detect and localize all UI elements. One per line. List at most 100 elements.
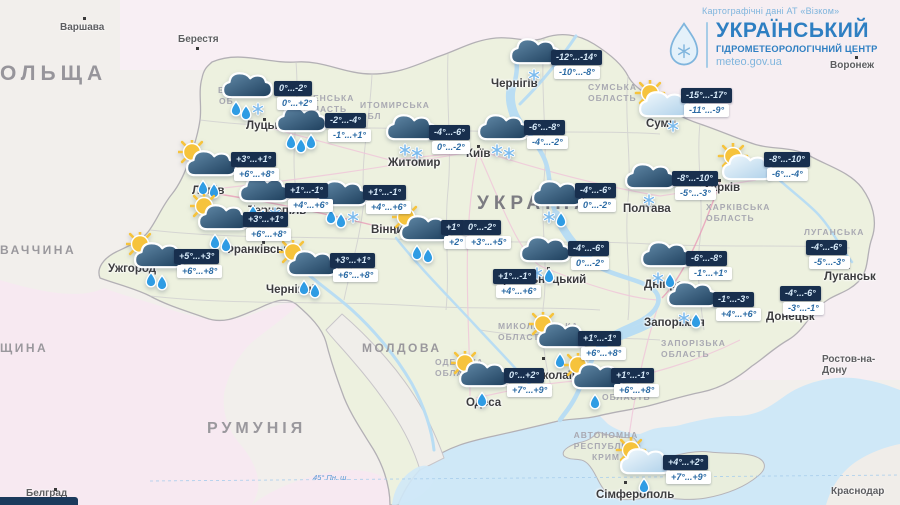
- city-marker-dot: [542, 357, 545, 360]
- temp-label-dnipro: -6°...-8° -1°...+1°: [686, 251, 732, 280]
- weather-icon-lviv-sunRain2: [178, 140, 240, 202]
- temp-label-vinnytsia-under: +1° +2°: [441, 220, 468, 249]
- temp-top: +1°...-1°: [493, 269, 536, 284]
- city-marker-dot: [477, 145, 480, 148]
- temp-bottom: -5°...-3°: [675, 187, 716, 200]
- temp-bottom: 0°...-2°: [571, 257, 609, 270]
- city-marker-dot: [394, 231, 397, 234]
- temp-bottom: +6°...+8°: [234, 168, 280, 181]
- temp-top: -1°...-3°: [713, 292, 754, 307]
- temp-bottom: -6°...-4°: [767, 168, 808, 181]
- temp-label-ivano-frankivsk: +3°...+1° +6°...+8°: [243, 212, 292, 241]
- temp-top: 0°...-2°: [463, 220, 501, 235]
- temp-label-ternopil: +1°...-1° +4°...+6°: [285, 183, 334, 212]
- temp-label-kharkiv: -8°...-10° -6°...-4°: [764, 152, 810, 181]
- weather-icon-simferopol-sunRainL: [611, 437, 673, 499]
- city-label: Варшава: [60, 22, 105, 33]
- temp-bottom: +7°...+9°: [507, 384, 553, 397]
- temp-label-kherson: +1°...-1° +6°...+8°: [611, 368, 660, 397]
- temp-bottom: +6°...+8°: [333, 269, 379, 282]
- temp-top: -4°...-6°: [575, 183, 616, 198]
- temp-top: -6°...-8°: [686, 251, 727, 266]
- temp-label-lviv: +3°...+1° +6°...+8°: [231, 152, 280, 181]
- city-name-ivano-frankivsk: Франківськ: [224, 244, 290, 256]
- latitude-45-line: [149, 474, 900, 482]
- temp-label-sumy: -15°...-17° -11°...-9°: [681, 88, 732, 117]
- temp-bottom: 0°...+2°: [277, 97, 317, 110]
- temp-top: +1°...-1°: [611, 368, 654, 383]
- country-label: РУМУНІЯ: [207, 420, 307, 437]
- temp-bottom: +6°...+8°: [246, 228, 292, 241]
- meteo-gov-ua-link[interactable]: meteo.gov.ua: [716, 56, 782, 68]
- temp-top: -6°...-8°: [524, 120, 565, 135]
- logo-subtitle: ГІДРОМЕТЕОРОЛОГІЧНИЙ ЦЕНТР: [716, 44, 878, 54]
- temp-top: -4°...-6°: [568, 241, 609, 256]
- temp-bottom: -4°...-2°: [527, 136, 568, 149]
- temp-bottom: +4°...+6°: [716, 308, 762, 321]
- temp-bottom: +6°...+8°: [581, 347, 627, 360]
- temp-label-luhansk: -4°...-6° -5°...-3°: [806, 240, 850, 269]
- region-label: ЛУГАНСЬКА: [804, 227, 865, 237]
- latitude-label: 45° Пн. ш.: [313, 473, 349, 482]
- city-marker-dot: [263, 118, 266, 121]
- temp-top: +4°...+2°: [663, 455, 709, 470]
- temp-top: +1°...-1°: [578, 331, 621, 346]
- region-label: ОБЛАСТЬ: [602, 392, 651, 402]
- temp-top: +5°...+3°: [174, 249, 220, 264]
- temp-bottom: +6°...+8°: [177, 265, 223, 278]
- ukraine-land: [98, 33, 876, 505]
- romania-hungary-area: [0, 280, 298, 505]
- temp-label-vinnytsia: 0°...-2° +3°...+5°: [463, 220, 512, 249]
- weather-icon-kharkiv-sunCloudL: [713, 143, 775, 205]
- temp-label-uzhhorod: +5°...+3° +6°...+8°: [174, 249, 223, 278]
- krasnodar-land: [826, 444, 900, 505]
- temp-bottom: +4°...+6°: [496, 285, 542, 298]
- temp-label-zhytomyr: -4°...-6° 0°...-2°: [429, 125, 470, 154]
- temp-bottom: -1°...+1°: [328, 129, 371, 142]
- weather-icon-kherson-sunRain1: [564, 353, 626, 415]
- weather-icon-zaporizhzhia-dropSnow: [661, 273, 723, 335]
- temp-bottom: 0°...-2°: [578, 199, 616, 212]
- region-label: ХАРКІВСЬКА ОБЛАСТЬ: [706, 202, 771, 223]
- city-label: Воронеж: [830, 60, 875, 71]
- city-marker-dot: [624, 481, 627, 484]
- country-label: ОЛЬЩА: [0, 62, 108, 85]
- weather-icon-chernihiv-snow1: [504, 30, 566, 92]
- weather-icon-zhytomyr-snow2: [380, 106, 442, 168]
- city-label: Ростов-на-Дону: [822, 354, 876, 376]
- temp-label-zaporizhzhia: -1°...-3° +4°...+6°: [713, 292, 762, 321]
- region-label: СУМСЬКА ОБЛАСТЬ: [588, 82, 637, 103]
- temp-top: +3°...+1°: [231, 152, 277, 167]
- city-label: Краснодар: [831, 486, 885, 497]
- city-label: Берестя: [178, 34, 219, 45]
- temp-bottom: +2°: [444, 236, 468, 249]
- hydromet-logo-block: Картографічні дані АТ «Візком» УКРАЇНСЬК…: [668, 6, 878, 70]
- weather-icon-kyiv-snow2: [472, 106, 534, 168]
- weather-icon-ivano-frankivsk-sunRain2: [190, 194, 252, 256]
- temp-label-lutsk: 0°...-2° 0°...+2°: [274, 81, 317, 110]
- temp-label-chernihiv: -12°...-14° -10°...-8°: [551, 50, 602, 79]
- city-name-luhansk: Луганськ: [824, 271, 876, 283]
- weather-icon-lutsk-rain2snow: [216, 64, 278, 126]
- temp-top: +3°...+1°: [243, 212, 289, 227]
- temp-label-poltava: -8°...-10° -5°...-3°: [672, 171, 718, 200]
- temp-bottom: +6°...+8°: [614, 384, 660, 397]
- country-label: МОЛДОВА: [362, 341, 442, 355]
- romania-east-area: [252, 470, 394, 505]
- region-label: ИТОМИРСЬКА ОБЛ: [360, 100, 430, 121]
- country-label: ЩИНА: [0, 341, 49, 355]
- temp-top: -4°...-6°: [429, 125, 470, 140]
- city-label: Белград: [26, 488, 68, 499]
- city-name-zhytomyr: Житомир: [388, 157, 441, 169]
- city-marker-dot: [196, 47, 199, 50]
- map-attribution: Картографічні дані АТ «Візком»: [702, 6, 840, 16]
- temp-bottom: +7°...+9°: [666, 471, 712, 484]
- scale-bar: [0, 497, 78, 505]
- region-label: ЗАПОРІЗЬКА ОБЛАСТЬ: [661, 338, 726, 359]
- temp-label-mykolaiv: +1°...-1° +6°...+8°: [578, 331, 627, 360]
- temp-label-rivne: -2°...-4° -1°...+1°: [325, 113, 371, 142]
- temp-bottom: -5°...-3°: [809, 256, 850, 269]
- temp-top: 0°...+2°: [504, 368, 544, 383]
